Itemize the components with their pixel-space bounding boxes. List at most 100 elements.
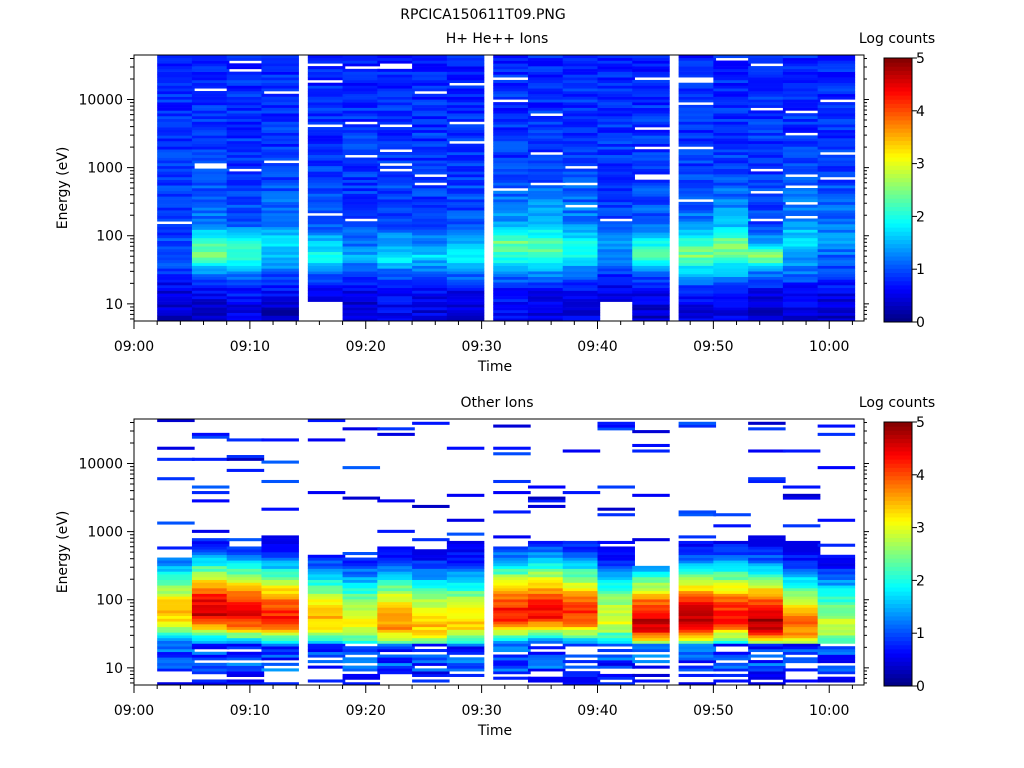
heatmap-cell — [748, 212, 786, 217]
heatmap-cell — [597, 607, 635, 611]
heatmap-cell — [412, 210, 450, 214]
heatmap-cell — [261, 438, 299, 442]
heatmap-cell — [597, 248, 635, 253]
heatmap-cell — [562, 571, 601, 575]
heatmap-cell — [377, 565, 415, 569]
heatmap-cell — [713, 654, 751, 658]
heatmap-cell — [632, 296, 670, 300]
heatmap-cell — [261, 571, 299, 575]
heatmap-cell — [713, 193, 751, 197]
heatmap-cell — [817, 77, 856, 81]
heatmap-cell — [412, 301, 450, 305]
heatmap-cell — [782, 585, 821, 589]
heatmap-cell — [597, 68, 635, 72]
heatmap-cell — [493, 629, 531, 633]
heatmap-cell — [261, 182, 299, 186]
heatmap-cell — [632, 121, 670, 125]
heatmap-cell — [377, 315, 415, 319]
heatmap-cell — [157, 179, 195, 183]
heatmap-cell — [261, 212, 299, 217]
heatmap-cell — [342, 676, 381, 680]
heatmap-cell — [817, 57, 856, 61]
heatmap-cell — [632, 99, 670, 103]
heatmap-cell — [817, 201, 856, 205]
heatmap-cell — [782, 91, 821, 95]
heatmap-cell — [261, 118, 299, 122]
heatmap-cell — [678, 262, 717, 266]
heatmap-cell — [713, 82, 751, 86]
heatmap-cell — [377, 196, 415, 200]
heatmap-cell — [493, 668, 531, 672]
heatmap-cell — [782, 135, 821, 139]
heatmap-cell — [713, 163, 751, 167]
heatmap-cell — [817, 276, 856, 280]
colorbar-segment — [884, 124, 912, 129]
heatmap-cell — [307, 648, 346, 653]
heatmap-cell — [226, 207, 265, 211]
heatmap-cell — [226, 243, 265, 247]
heatmap-cell — [342, 79, 381, 84]
heatmap-cell — [412, 637, 450, 641]
heatmap-cell — [782, 315, 821, 319]
heatmap-cell — [307, 640, 346, 644]
heatmap-cell — [748, 552, 786, 556]
heatmap-cell — [678, 268, 717, 272]
heatmap-cell — [157, 110, 195, 114]
colorbar-segment — [884, 504, 912, 510]
heatmap-cell — [527, 635, 566, 639]
heatmap-cell — [446, 446, 485, 450]
heatmap-cell — [261, 55, 299, 59]
heatmap-cell — [562, 260, 601, 264]
heatmap-cell — [493, 176, 531, 180]
heatmap-cell — [191, 115, 230, 120]
heatmap-cell — [342, 557, 381, 561]
heatmap-cell — [748, 271, 786, 275]
heatmap-cell — [817, 557, 856, 561]
colorbar-segment — [884, 587, 912, 592]
heatmap-cell — [446, 110, 485, 114]
colorbar-segment — [884, 239, 912, 245]
heatmap-cell — [307, 491, 346, 495]
heatmap-cell — [377, 102, 415, 106]
heatmap-cell — [713, 651, 751, 655]
heatmap-cell — [817, 204, 856, 208]
heatmap-cell — [412, 298, 450, 302]
heatmap-cell — [157, 563, 195, 567]
heatmap-cell — [412, 127, 450, 131]
heatmap-cell — [527, 57, 566, 61]
heatmap-cell — [377, 582, 415, 586]
heatmap-cell — [157, 624, 195, 628]
heatmap-cell — [157, 91, 195, 95]
heatmap-cell — [597, 196, 635, 200]
heatmap-cell — [493, 648, 531, 653]
heatmap-cell — [817, 215, 856, 219]
heatmap-cell — [261, 304, 299, 308]
heatmap-cell — [226, 204, 265, 208]
colorbar-tick-label: 0 — [916, 315, 925, 331]
heatmap-cell — [191, 618, 230, 622]
colorbar-segment — [884, 570, 912, 576]
heatmap-cell — [307, 248, 346, 253]
heatmap-cell — [377, 215, 415, 219]
heatmap-cell — [342, 182, 381, 186]
heatmap-cell — [157, 662, 195, 666]
heatmap-cell — [678, 648, 717, 653]
heatmap-cell — [307, 276, 346, 280]
heatmap-cell — [377, 235, 415, 239]
heatmap-cell — [412, 557, 450, 561]
heatmap-cell — [597, 199, 635, 203]
heatmap-cell — [446, 626, 485, 630]
heatmap-cell — [562, 160, 601, 164]
heatmap-cell — [678, 188, 717, 192]
heatmap-cell — [562, 312, 601, 316]
heatmap-cell — [782, 304, 821, 308]
heatmap-cell — [261, 140, 299, 144]
heatmap-cell — [226, 79, 265, 84]
heatmap-cell — [632, 287, 670, 291]
heatmap-cell — [678, 99, 717, 103]
heatmap-cell — [632, 143, 670, 147]
heatmap-cell — [817, 621, 856, 625]
heatmap-cell — [446, 621, 485, 625]
heatmap-cell — [748, 599, 786, 603]
heatmap-cell — [226, 91, 265, 95]
